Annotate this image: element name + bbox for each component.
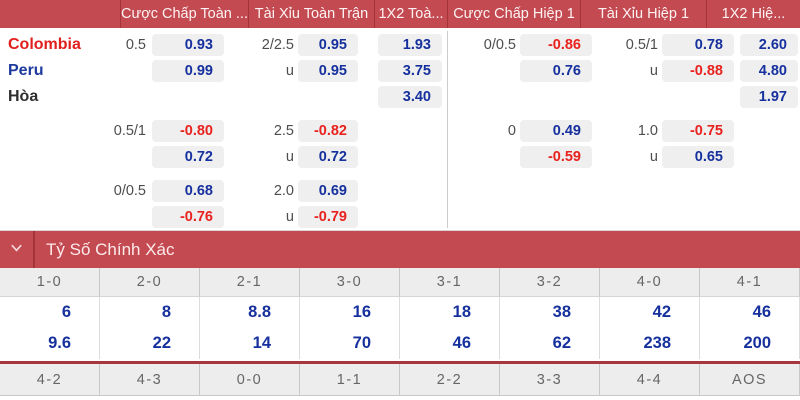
- handicap-label: 0.5: [125, 37, 146, 53]
- score-odds-button[interactable]: 22: [100, 328, 200, 359]
- score-label: 2-1: [200, 268, 300, 297]
- score-odds-button[interactable]: 42: [600, 297, 700, 328]
- odds-row: Peru 0.99 u 0.95 3.75 0.76 u -0.88 4.80: [0, 60, 800, 82]
- odds-button[interactable]: 0.99: [152, 60, 224, 82]
- market-header: Cược Chấp Toàn ...: [120, 0, 248, 28]
- score-odds-button[interactable]: 238: [600, 328, 700, 359]
- odds-button[interactable]: 0.95: [298, 60, 358, 82]
- score-odds-button[interactable]: 46: [700, 297, 800, 328]
- score-label: 1-1: [300, 364, 400, 396]
- odds-button[interactable]: 0.69: [298, 180, 358, 202]
- handicap-label: 0.5/1: [113, 123, 146, 139]
- odds-button[interactable]: -0.80: [152, 120, 224, 142]
- handicap-label: 0: [507, 123, 516, 139]
- score-odds-button[interactable]: 70: [300, 328, 400, 359]
- handicap-label: u: [649, 149, 658, 165]
- chevron-down-icon: [9, 240, 24, 260]
- score-odds-button[interactable]: 38: [500, 297, 600, 328]
- score-label: 3-2: [500, 268, 600, 297]
- handicap-label: 0.5/1: [625, 37, 658, 53]
- odds-body: Colombia 0.5 0.93 2/2.5 0.95 1.93 0/0.5 -0.86 0.…: [0, 28, 800, 230]
- market-header: Tài Xỉu Hiệp 1: [580, 0, 706, 28]
- score-label: 4-3: [100, 364, 200, 396]
- odds-button[interactable]: -0.82: [298, 120, 358, 142]
- odds-market-header-bar: Cược Chấp Toàn ... Tài Xỉu Toàn Trận 1X2 T…: [0, 0, 800, 28]
- correct-score-header-bar: Tỷ Số Chính Xác: [0, 230, 800, 268]
- score-label: 2-0: [100, 268, 200, 297]
- handicap-label: u: [649, 63, 658, 79]
- odds-button[interactable]: -0.86: [520, 34, 592, 56]
- odds-row: 0.5/1 -0.80 2.5 -0.82 0 0.49 1.0 -0.75: [0, 120, 800, 142]
- odds-row: Colombia 0.5 0.93 2/2.5 0.95 1.93 0/0.5 -0.86 0.…: [0, 34, 800, 56]
- score-odds-button[interactable]: 46: [400, 328, 500, 359]
- score-label: 4-2: [0, 364, 100, 396]
- score-odds-button[interactable]: 9.6: [0, 328, 100, 359]
- odds-row: Hòa 3.40 1.97: [0, 86, 800, 108]
- odds-button[interactable]: -0.75: [662, 120, 734, 142]
- score-label: 4-4: [600, 364, 700, 396]
- handicap-label: 1.0: [637, 123, 658, 139]
- section-title: Tỷ Số Chính Xác: [46, 240, 175, 259]
- score-grid: 1-0 2-0 2-1 3-0 3-1 3-2 4-0 4-1 6 8 8.8 16 18 38 42 46 9…: [0, 268, 800, 396]
- score-odds-button[interactable]: 8: [100, 297, 200, 328]
- handicap-label: 2.5: [273, 123, 294, 139]
- score-label: 4-1: [700, 268, 800, 297]
- score-label: 0-0: [200, 364, 300, 396]
- market-header: Cược Chấp Hiệp 1: [447, 0, 580, 28]
- odds-button[interactable]: 0.76: [520, 60, 592, 82]
- score-label: AOS: [700, 364, 800, 396]
- score-label: 1-0: [0, 268, 100, 297]
- odds-button[interactable]: 0.93: [152, 34, 224, 56]
- odds-button[interactable]: -0.88: [662, 60, 734, 82]
- handicap-label: 0/0.5: [113, 183, 146, 199]
- score-label: 3-3: [500, 364, 600, 396]
- odds-button[interactable]: 1.93: [378, 34, 442, 56]
- score-odds-button[interactable]: 16: [300, 297, 400, 328]
- handicap-label: u: [285, 209, 294, 225]
- vertical-divider: [447, 31, 448, 228]
- handicap-label: 2.0: [273, 183, 294, 199]
- team-name: Hòa: [8, 88, 39, 105]
- score-odds-button[interactable]: 200: [700, 328, 800, 359]
- team-name: Colombia: [8, 36, 81, 53]
- score-label: 4-0: [600, 268, 700, 297]
- odds-button[interactable]: 0.72: [152, 146, 224, 168]
- odds-button[interactable]: 1.97: [740, 86, 798, 108]
- odds-row: 0/0.5 0.68 2.0 0.69: [0, 180, 800, 202]
- odds-button[interactable]: 0.95: [298, 34, 358, 56]
- team-name: Peru: [8, 62, 44, 79]
- score-label: 2-2: [400, 364, 500, 396]
- market-header: 1X2 Toà...: [374, 0, 447, 28]
- market-header: Tài Xỉu Toàn Trận: [248, 0, 374, 28]
- score-label: 3-1: [400, 268, 500, 297]
- odds-button[interactable]: 0.68: [152, 180, 224, 202]
- odds-button[interactable]: 4.80: [740, 60, 798, 82]
- collapse-toggle[interactable]: [0, 231, 35, 268]
- market-header: 1X2 Hiệ...: [706, 0, 800, 28]
- odds-button[interactable]: 0.49: [520, 120, 592, 142]
- odds-button[interactable]: -0.59: [520, 146, 592, 168]
- handicap-label: u: [285, 149, 294, 165]
- score-label: 3-0: [300, 268, 400, 297]
- handicap-label: 2/2.5: [261, 37, 294, 53]
- score-odds-button[interactable]: 18: [400, 297, 500, 328]
- odds-button[interactable]: 3.75: [378, 60, 442, 82]
- odds-button[interactable]: 0.78: [662, 34, 734, 56]
- odds-button[interactable]: 2.60: [740, 34, 798, 56]
- odds-row: -0.76 u -0.79: [0, 206, 800, 228]
- score-odds-button[interactable]: 14: [200, 328, 300, 359]
- odds-row: 0.72 u 0.72 -0.59 u 0.65: [0, 146, 800, 168]
- odds-button[interactable]: 0.65: [662, 146, 734, 168]
- section-divider: [0, 361, 800, 364]
- score-odds-button[interactable]: 6: [0, 297, 100, 328]
- handicap-label: u: [285, 63, 294, 79]
- odds-button[interactable]: -0.79: [298, 206, 358, 228]
- odds-button[interactable]: 0.72: [298, 146, 358, 168]
- score-odds-button[interactable]: 8.8: [200, 297, 300, 328]
- odds-button[interactable]: 3.40: [378, 86, 442, 108]
- odds-button[interactable]: -0.76: [152, 206, 224, 228]
- score-odds-button[interactable]: 62: [500, 328, 600, 359]
- handicap-label: 0/0.5: [483, 37, 516, 53]
